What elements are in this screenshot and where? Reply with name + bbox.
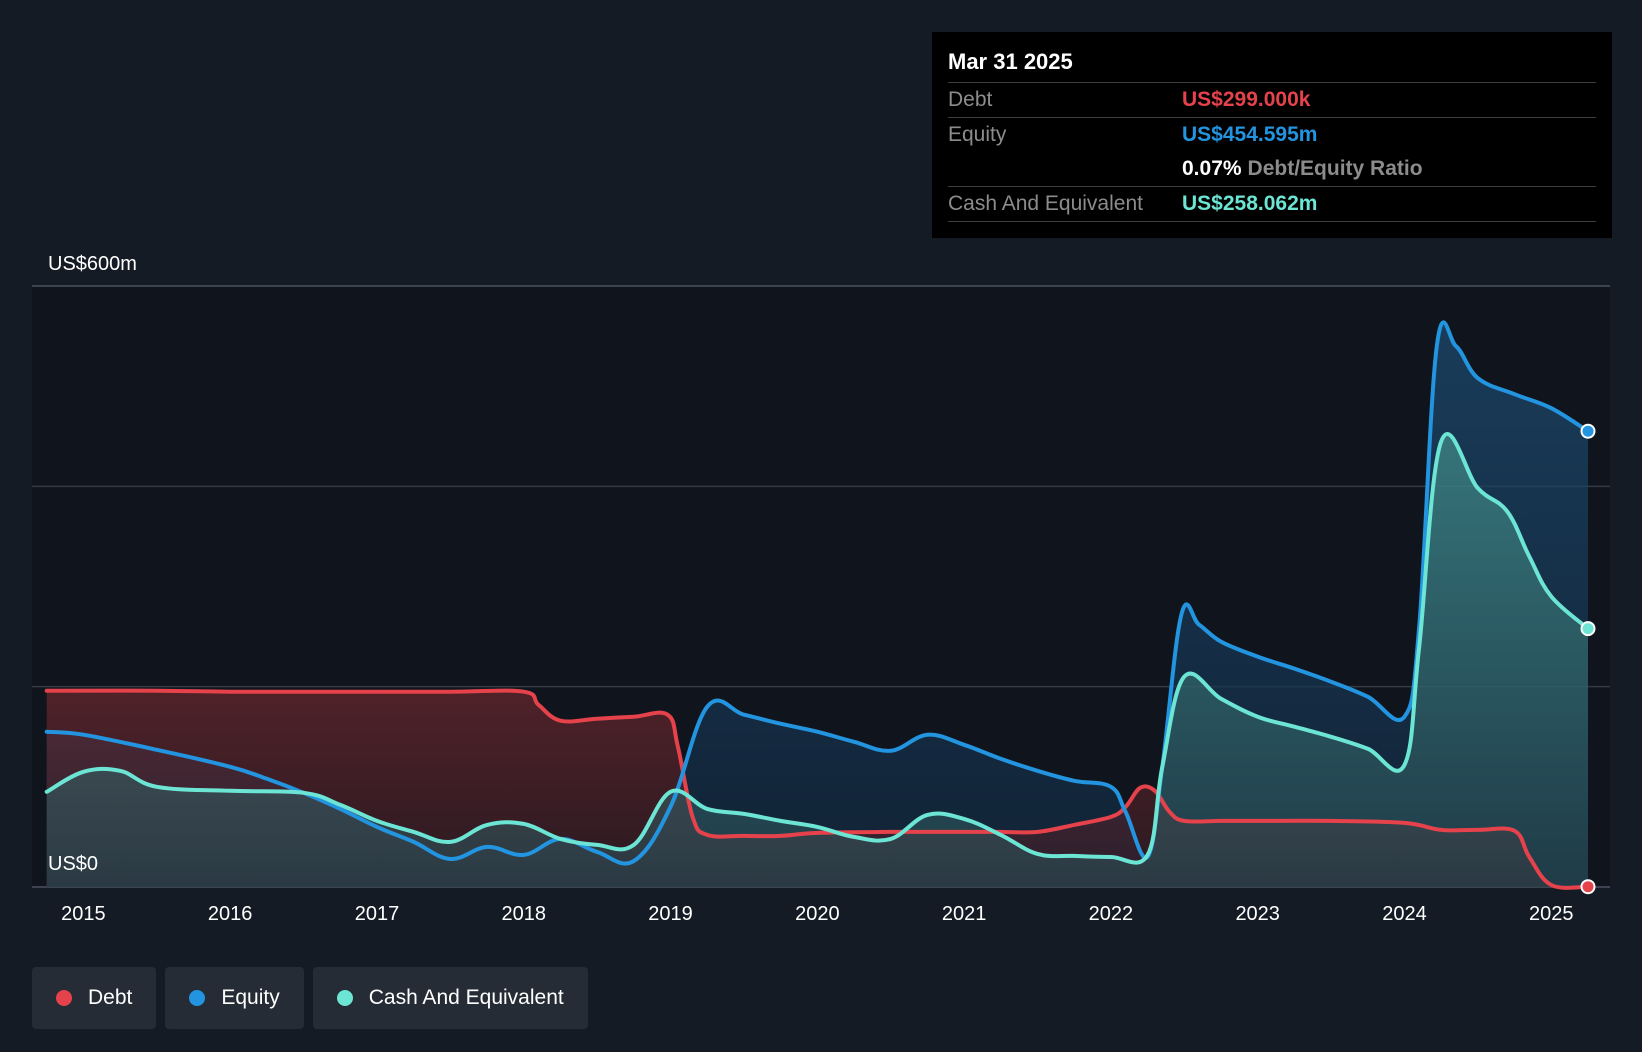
legend-label-equity: Equity [221, 986, 280, 1009]
equity-line [44, 320, 1590, 866]
chart-legend: Debt Equity Cash And Equivalent [32, 967, 597, 1029]
y-axis-top-label: US$600m [48, 253, 137, 275]
debt-dot-icon [56, 990, 72, 1006]
legend-item-debt[interactable]: Debt [32, 967, 157, 1029]
x-tick-label: 2022 [1089, 903, 1134, 925]
y-axis-bottom-label: US$0 [48, 853, 98, 875]
tooltip-ratio-row: 0.07% Debt/Equity Ratio [948, 152, 1596, 186]
legend-label-cash: Cash And Equivalent [368, 986, 564, 1009]
equity-dot-icon [189, 990, 206, 1006]
x-tick-label: 2019 [648, 903, 693, 925]
x-tick-label: 2025 [1529, 903, 1574, 925]
series-lines [44, 320, 1590, 890]
debt-end-marker [1580, 879, 1596, 895]
x-tick-label: 2015 [61, 903, 106, 925]
tooltip-ratio-spacer [948, 152, 1182, 186]
tooltip-cash-row: Cash And Equivalent US$258.062m [948, 186, 1596, 222]
x-tick-label: 2018 [501, 903, 546, 925]
tooltip-equity-label: Equity [948, 123, 1007, 146]
tooltip-panel: Mar 31 2025 Debt US$299.000k Equity US$4… [932, 32, 1612, 238]
cash-area [46, 433, 1589, 887]
equity-end-marker [1580, 423, 1596, 439]
tooltip-ratio-label: Debt/Equity Ratio [1247, 157, 1423, 180]
tooltip-cash-label: Cash And Equivalent [948, 192, 1143, 215]
legend-item-equity[interactable]: Equity [165, 967, 304, 1029]
x-tick-label: 2021 [942, 903, 987, 925]
tooltip-date: Mar 31 2025 [948, 49, 1073, 74]
x-tick-label: 2023 [1235, 903, 1280, 925]
x-tick-label: 2017 [355, 903, 400, 925]
cash-end-marker [1580, 621, 1596, 637]
cash-line [44, 431, 1590, 865]
legend-label-debt: Debt [88, 986, 133, 1009]
cash-dot-icon [336, 990, 353, 1006]
x-axis-ticks: 2015 2016 2017 2018 2019 2020 2021 2022 2023 2024… [61, 903, 1573, 925]
tooltip-debt-label: Debt [948, 88, 993, 111]
tooltip-equity-row: Equity US$454.595m [948, 117, 1596, 152]
end-markers [1580, 423, 1596, 895]
tooltip-ratio-value: 0.07% [1182, 157, 1242, 180]
tooltip-cash-value: US$258.062m [1182, 192, 1318, 215]
tooltip-equity-value: US$454.595m [1182, 123, 1318, 146]
x-tick-label: 2024 [1382, 903, 1427, 925]
tooltip-debt-row: Debt US$299.000k [948, 82, 1596, 117]
legend-item-cash[interactable]: Cash And Equivalent [312, 967, 588, 1029]
x-tick-label: 2016 [208, 903, 253, 925]
x-tick-label: 2020 [795, 903, 840, 925]
tooltip-debt-value: US$299.000k [1182, 88, 1311, 111]
debt-line [44, 688, 1590, 890]
